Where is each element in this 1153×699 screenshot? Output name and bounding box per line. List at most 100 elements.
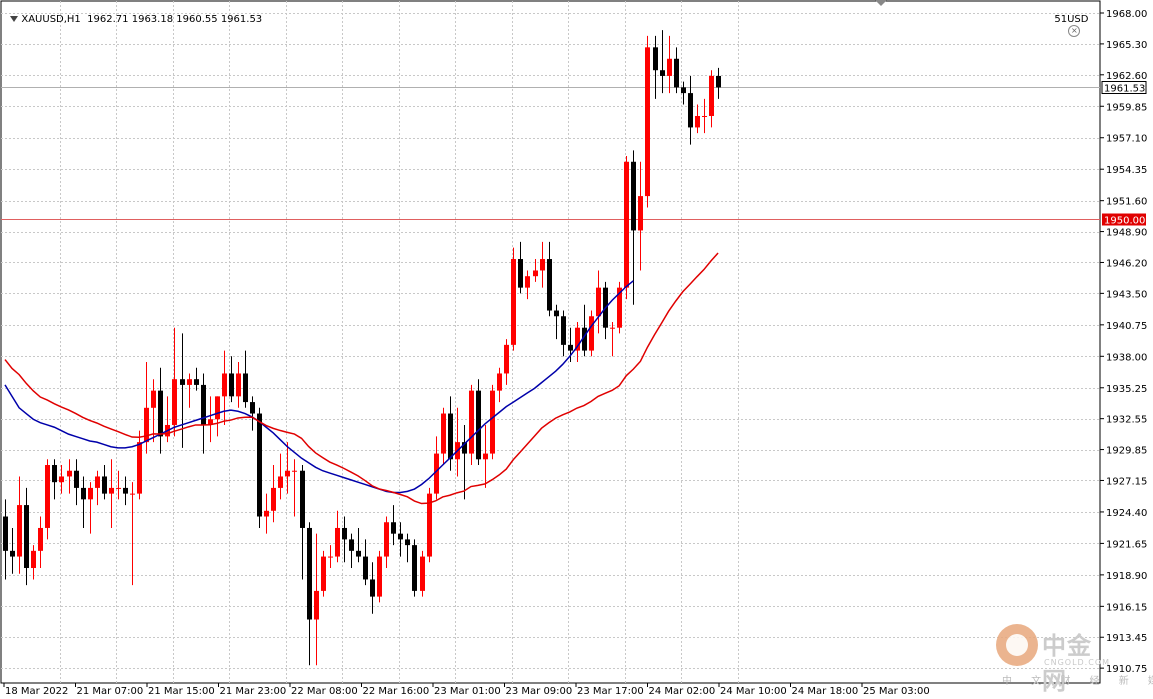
candle: [271, 465, 276, 523]
candle: [180, 333, 185, 448]
open-value: 1962.71: [87, 14, 129, 25]
candle-body: [554, 310, 559, 317]
ma-fast-line: [4, 280, 634, 494]
candle-body: [314, 590, 319, 620]
candle: [243, 350, 248, 408]
candle: [116, 470, 121, 500]
candle-body: [38, 527, 43, 551]
candle-body: [95, 476, 100, 488]
candle-body: [363, 556, 368, 580]
ma-slow-line: [4, 252, 719, 505]
watermark-logo-icon: [996, 624, 1038, 666]
candle-body: [137, 442, 142, 494]
candle: [377, 550, 382, 603]
candle: [257, 407, 262, 528]
candle-body: [638, 196, 643, 231]
candle: [384, 516, 389, 569]
candle: [229, 356, 234, 403]
candle-body: [3, 516, 8, 551]
current-price-label: 1961.53: [1104, 84, 1145, 95]
y-tick-label: 1948.90: [1106, 228, 1147, 239]
candle-body: [610, 327, 615, 329]
candle-body: [17, 505, 22, 557]
candle-body: [307, 527, 312, 620]
candle-body: [645, 47, 650, 197]
candle-body: [568, 344, 573, 351]
candle: [292, 459, 297, 517]
candle: [589, 310, 594, 357]
candle-body: [667, 58, 672, 76]
candle: [363, 539, 368, 586]
candle-body: [596, 287, 601, 317]
candle-body: [67, 470, 72, 477]
current-price-tag: [1101, 81, 1147, 94]
candle: [144, 362, 149, 454]
watermark-tagline: 中 文 财 经 新 媒 体: [1002, 676, 1153, 687]
candle-body: [483, 453, 488, 460]
candle: [554, 304, 559, 340]
candle: [582, 304, 587, 357]
candle: [511, 247, 516, 351]
candle-body: [102, 476, 107, 494]
candle: [709, 70, 714, 128]
candle: [194, 367, 199, 391]
level-price-label: 1950.00: [1104, 216, 1145, 227]
candle-body: [660, 70, 665, 76]
y-tick-label: 1913.45: [1106, 633, 1147, 644]
candle-body: [328, 556, 333, 558]
candle: [109, 459, 114, 528]
candle: [236, 362, 241, 408]
candle-body: [547, 259, 552, 311]
chart-header: XAUUSD,H1 1962.71 1963.18 1960.55 1961.5…: [4, 3, 262, 25]
candle: [208, 396, 213, 443]
candle-body: [292, 470, 297, 472]
candle: [356, 527, 361, 563]
low-value: 1960.55: [176, 14, 218, 25]
candle: [476, 379, 481, 466]
candle: [222, 350, 227, 425]
candle-body: [349, 539, 354, 551]
candle: [504, 339, 509, 385]
candle-body: [243, 373, 248, 403]
y-tick-label: 1943.50: [1106, 289, 1147, 300]
watermark-site: CNGOLD.COM: [1044, 658, 1111, 667]
candle: [575, 321, 580, 363]
candle-body: [681, 87, 686, 94]
candle: [88, 482, 93, 534]
candle-body: [561, 316, 566, 345]
close-circle-icon[interactable]: ×: [1068, 25, 1081, 37]
candle: [250, 396, 255, 431]
x-tick-label: 21 Mar 23:00: [220, 686, 287, 697]
candle-body: [52, 465, 57, 483]
indicator-label: 51USD: [1054, 14, 1089, 25]
y-tick-label: 1959.85: [1106, 102, 1147, 113]
candle-body: [653, 47, 658, 71]
candle: [483, 424, 488, 488]
candle: [285, 442, 290, 494]
candle-body: [180, 379, 185, 385]
candle: [702, 98, 707, 134]
candle: [95, 470, 100, 506]
x-tick-label: 23 Mar 17:00: [577, 686, 644, 697]
candle-body: [31, 550, 36, 569]
candle-body: [229, 373, 234, 397]
time-axis: 18 Mar 2022 21 Mar 07:00 21 Mar 15:00 21 Ma…: [3, 683, 930, 697]
candle-body: [285, 470, 290, 477]
scroll-marker-icon[interactable]: [875, 0, 887, 6]
candle-body: [462, 442, 467, 454]
candle: [24, 487, 29, 586]
y-tick-label: 1921.65: [1106, 539, 1147, 550]
candle: [497, 367, 502, 403]
candle-body: [264, 510, 269, 517]
candle-body: [497, 373, 502, 391]
x-tick-label: 24 Mar 10:00: [720, 686, 787, 697]
candle: [638, 161, 643, 271]
candle: [45, 459, 50, 540]
candle-body: [589, 316, 594, 351]
candle-body: [412, 545, 417, 591]
candle-body: [490, 390, 495, 454]
candle: [645, 35, 650, 208]
y-tick-label: 1940.75: [1106, 321, 1147, 332]
candle: [151, 379, 156, 443]
